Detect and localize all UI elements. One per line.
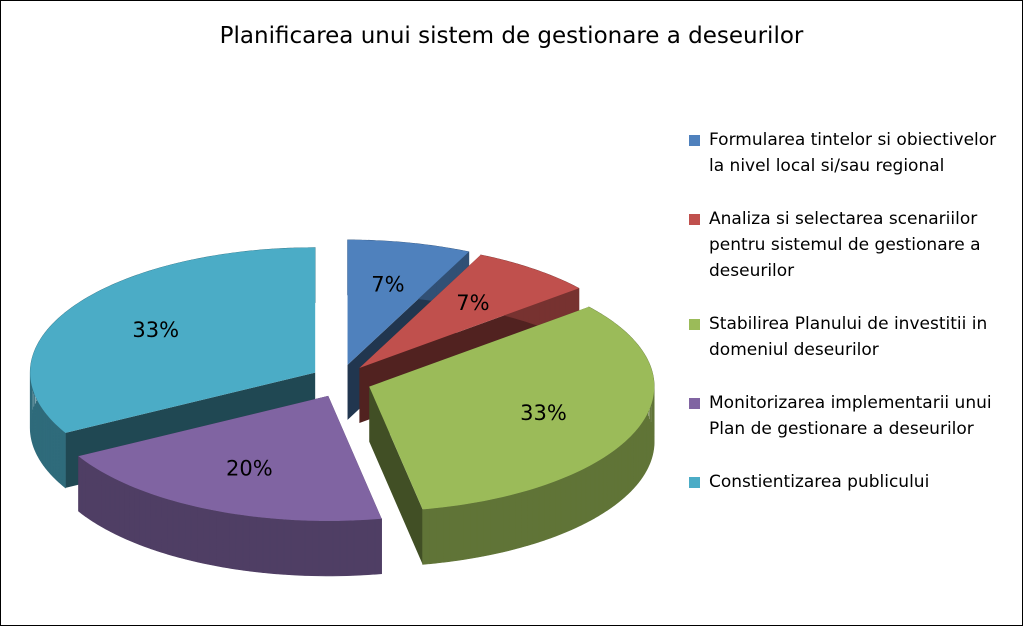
legend: Formularea tintelor si obiectivelor la n…	[689, 127, 1009, 522]
slice-top	[359, 254, 579, 368]
slice-top	[30, 247, 316, 433]
data-label: 7%	[456, 291, 489, 315]
slice	[78, 395, 382, 577]
legend-label: Monitorizarea implementarii unui Plan de…	[709, 393, 992, 439]
legend-swatch	[689, 477, 700, 488]
legend-swatch	[689, 398, 700, 409]
data-label: 33%	[132, 318, 179, 342]
data-label: 33%	[520, 401, 567, 425]
slice-top	[369, 306, 655, 510]
legend-item: Stabilirea Planului de investitii in dom…	[689, 311, 1009, 363]
chart-title: Planificarea unui sistem de gestionare a…	[219, 23, 804, 49]
legend-label: Analiza si selectarea scenariilor pentru…	[709, 209, 981, 281]
legend-label: Stabilirea Planului de investitii in dom…	[709, 314, 988, 360]
legend-item: Constientizarea publicului	[689, 469, 1009, 495]
slice-side	[78, 455, 382, 577]
slice-top	[347, 239, 469, 365]
slice	[369, 306, 655, 565]
legend-swatch	[689, 214, 700, 225]
legend-swatch	[689, 135, 700, 146]
data-label: 20%	[226, 456, 273, 480]
data-label: 7%	[371, 273, 404, 297]
legend-item: Analiza si selectarea scenariilor pentru…	[689, 206, 1009, 284]
legend-label: Constientizarea publicului	[709, 472, 930, 492]
legend-swatch	[689, 319, 700, 330]
legend-label: Formularea tintelor si obiectivelor la n…	[709, 130, 997, 176]
legend-item: Monitorizarea implementarii unui Plan de…	[689, 390, 1009, 442]
legend-item: Formularea tintelor si obiectivelor la n…	[689, 127, 1009, 179]
slice-top	[78, 395, 382, 521]
